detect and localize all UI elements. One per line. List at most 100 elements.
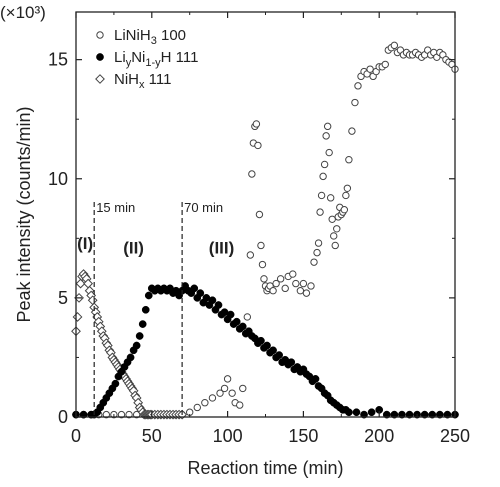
data-point: [132, 341, 141, 350]
data-point: [316, 208, 324, 216]
data-point: [269, 346, 277, 355]
y-tick-label: 5: [58, 288, 68, 308]
data-point: [102, 410, 111, 419]
y-tick-label: 0: [58, 407, 68, 427]
data-point: [381, 60, 389, 69]
data-point: [302, 289, 311, 297]
legend-marker: [96, 53, 104, 61]
data-point: [320, 160, 329, 169]
data-point: [226, 310, 235, 319]
data-point: [269, 287, 277, 295]
legend-label-part: H 111: [161, 49, 199, 66]
data-point: [352, 408, 361, 417]
x-tick-label: 100: [213, 426, 243, 446]
data-point: [313, 248, 321, 257]
data-point: [236, 401, 244, 409]
legend-marker: [96, 31, 104, 39]
data-point: [220, 384, 229, 393]
legend-marker: [95, 74, 105, 84]
data-point: [351, 98, 359, 107]
data-point: [255, 210, 264, 219]
data-point: [208, 296, 217, 305]
data-point: [138, 320, 147, 328]
data-point: [117, 410, 126, 419]
marker-line-label: 70 min: [184, 200, 223, 215]
data-point: [258, 260, 267, 269]
data-point: [366, 65, 374, 73]
x-tick-label: 250: [440, 426, 470, 446]
legend-label: LiyNi1-yH 111: [114, 49, 198, 69]
data-point: [345, 156, 353, 164]
legend-label-part: 111: [145, 71, 172, 88]
data-point: [287, 358, 296, 367]
data-point: [317, 191, 326, 200]
data-point: [326, 194, 335, 202]
data-point: [281, 284, 289, 293]
data-point: [214, 301, 223, 309]
x-tick-label: 0: [71, 426, 81, 446]
data-point: [254, 141, 262, 150]
legend-label: NiHx 111: [114, 71, 171, 91]
data-point: [342, 191, 350, 200]
data-point: [223, 375, 232, 383]
legend-label-subscript: 1-y: [145, 57, 161, 69]
data-point: [216, 389, 224, 397]
data-point: [75, 278, 86, 289]
data-point: [257, 241, 265, 250]
data-point: [348, 127, 356, 135]
data-point: [328, 215, 336, 223]
data-point: [330, 232, 338, 240]
data-point: [208, 394, 217, 402]
x-tick-label: 50: [142, 426, 162, 446]
data-point: [345, 408, 353, 417]
data-point: [272, 279, 280, 288]
y-tick-label: 10: [48, 169, 68, 189]
data-point: [193, 403, 201, 412]
data-point: [239, 384, 247, 393]
data-point: [296, 287, 305, 295]
data-point: [367, 408, 376, 417]
data-point: [299, 279, 308, 288]
data-point: [228, 389, 236, 397]
region-label: (III): [209, 239, 235, 258]
data-point: [144, 291, 153, 300]
data-point: [311, 375, 320, 383]
data-point: [343, 184, 352, 192]
legend-label-subscript: x: [139, 79, 145, 91]
data-point: [201, 399, 209, 407]
legend-label-part: LiNiH: [114, 27, 151, 44]
data-point: [319, 172, 327, 181]
region-label: (I): [77, 234, 93, 253]
multiplier-label: (×10³): [0, 3, 46, 22]
data-point: [243, 313, 252, 321]
data-point: [126, 353, 135, 362]
data-point: [325, 148, 333, 157]
data-point: [292, 279, 300, 288]
data-point: [72, 312, 83, 322]
data-point: [263, 341, 271, 350]
x-tick-label: 150: [288, 426, 318, 446]
legend-label: LiNiH3 100: [114, 27, 186, 47]
data-point: [323, 122, 332, 131]
data-point: [307, 282, 315, 290]
data-point: [333, 225, 341, 233]
data-point: [190, 284, 199, 293]
legend-label-part: Li: [114, 49, 126, 66]
data-point: [260, 275, 268, 283]
y-axis-title: Peak intensity (counts/min): [14, 106, 34, 322]
data-point: [111, 379, 120, 388]
data-point: [238, 322, 247, 331]
data-point: [322, 132, 330, 140]
x-tick-label: 200: [364, 426, 394, 446]
data-point: [310, 258, 318, 266]
data-point: [246, 251, 255, 259]
data-point: [390, 41, 399, 50]
data-point: [340, 206, 349, 214]
region-label: (II): [123, 239, 144, 258]
data-point: [252, 120, 261, 128]
legend-label-part: 100: [157, 27, 186, 44]
legend-label-subscript: y: [126, 57, 132, 69]
data-point: [314, 239, 323, 247]
data-point: [331, 241, 339, 250]
